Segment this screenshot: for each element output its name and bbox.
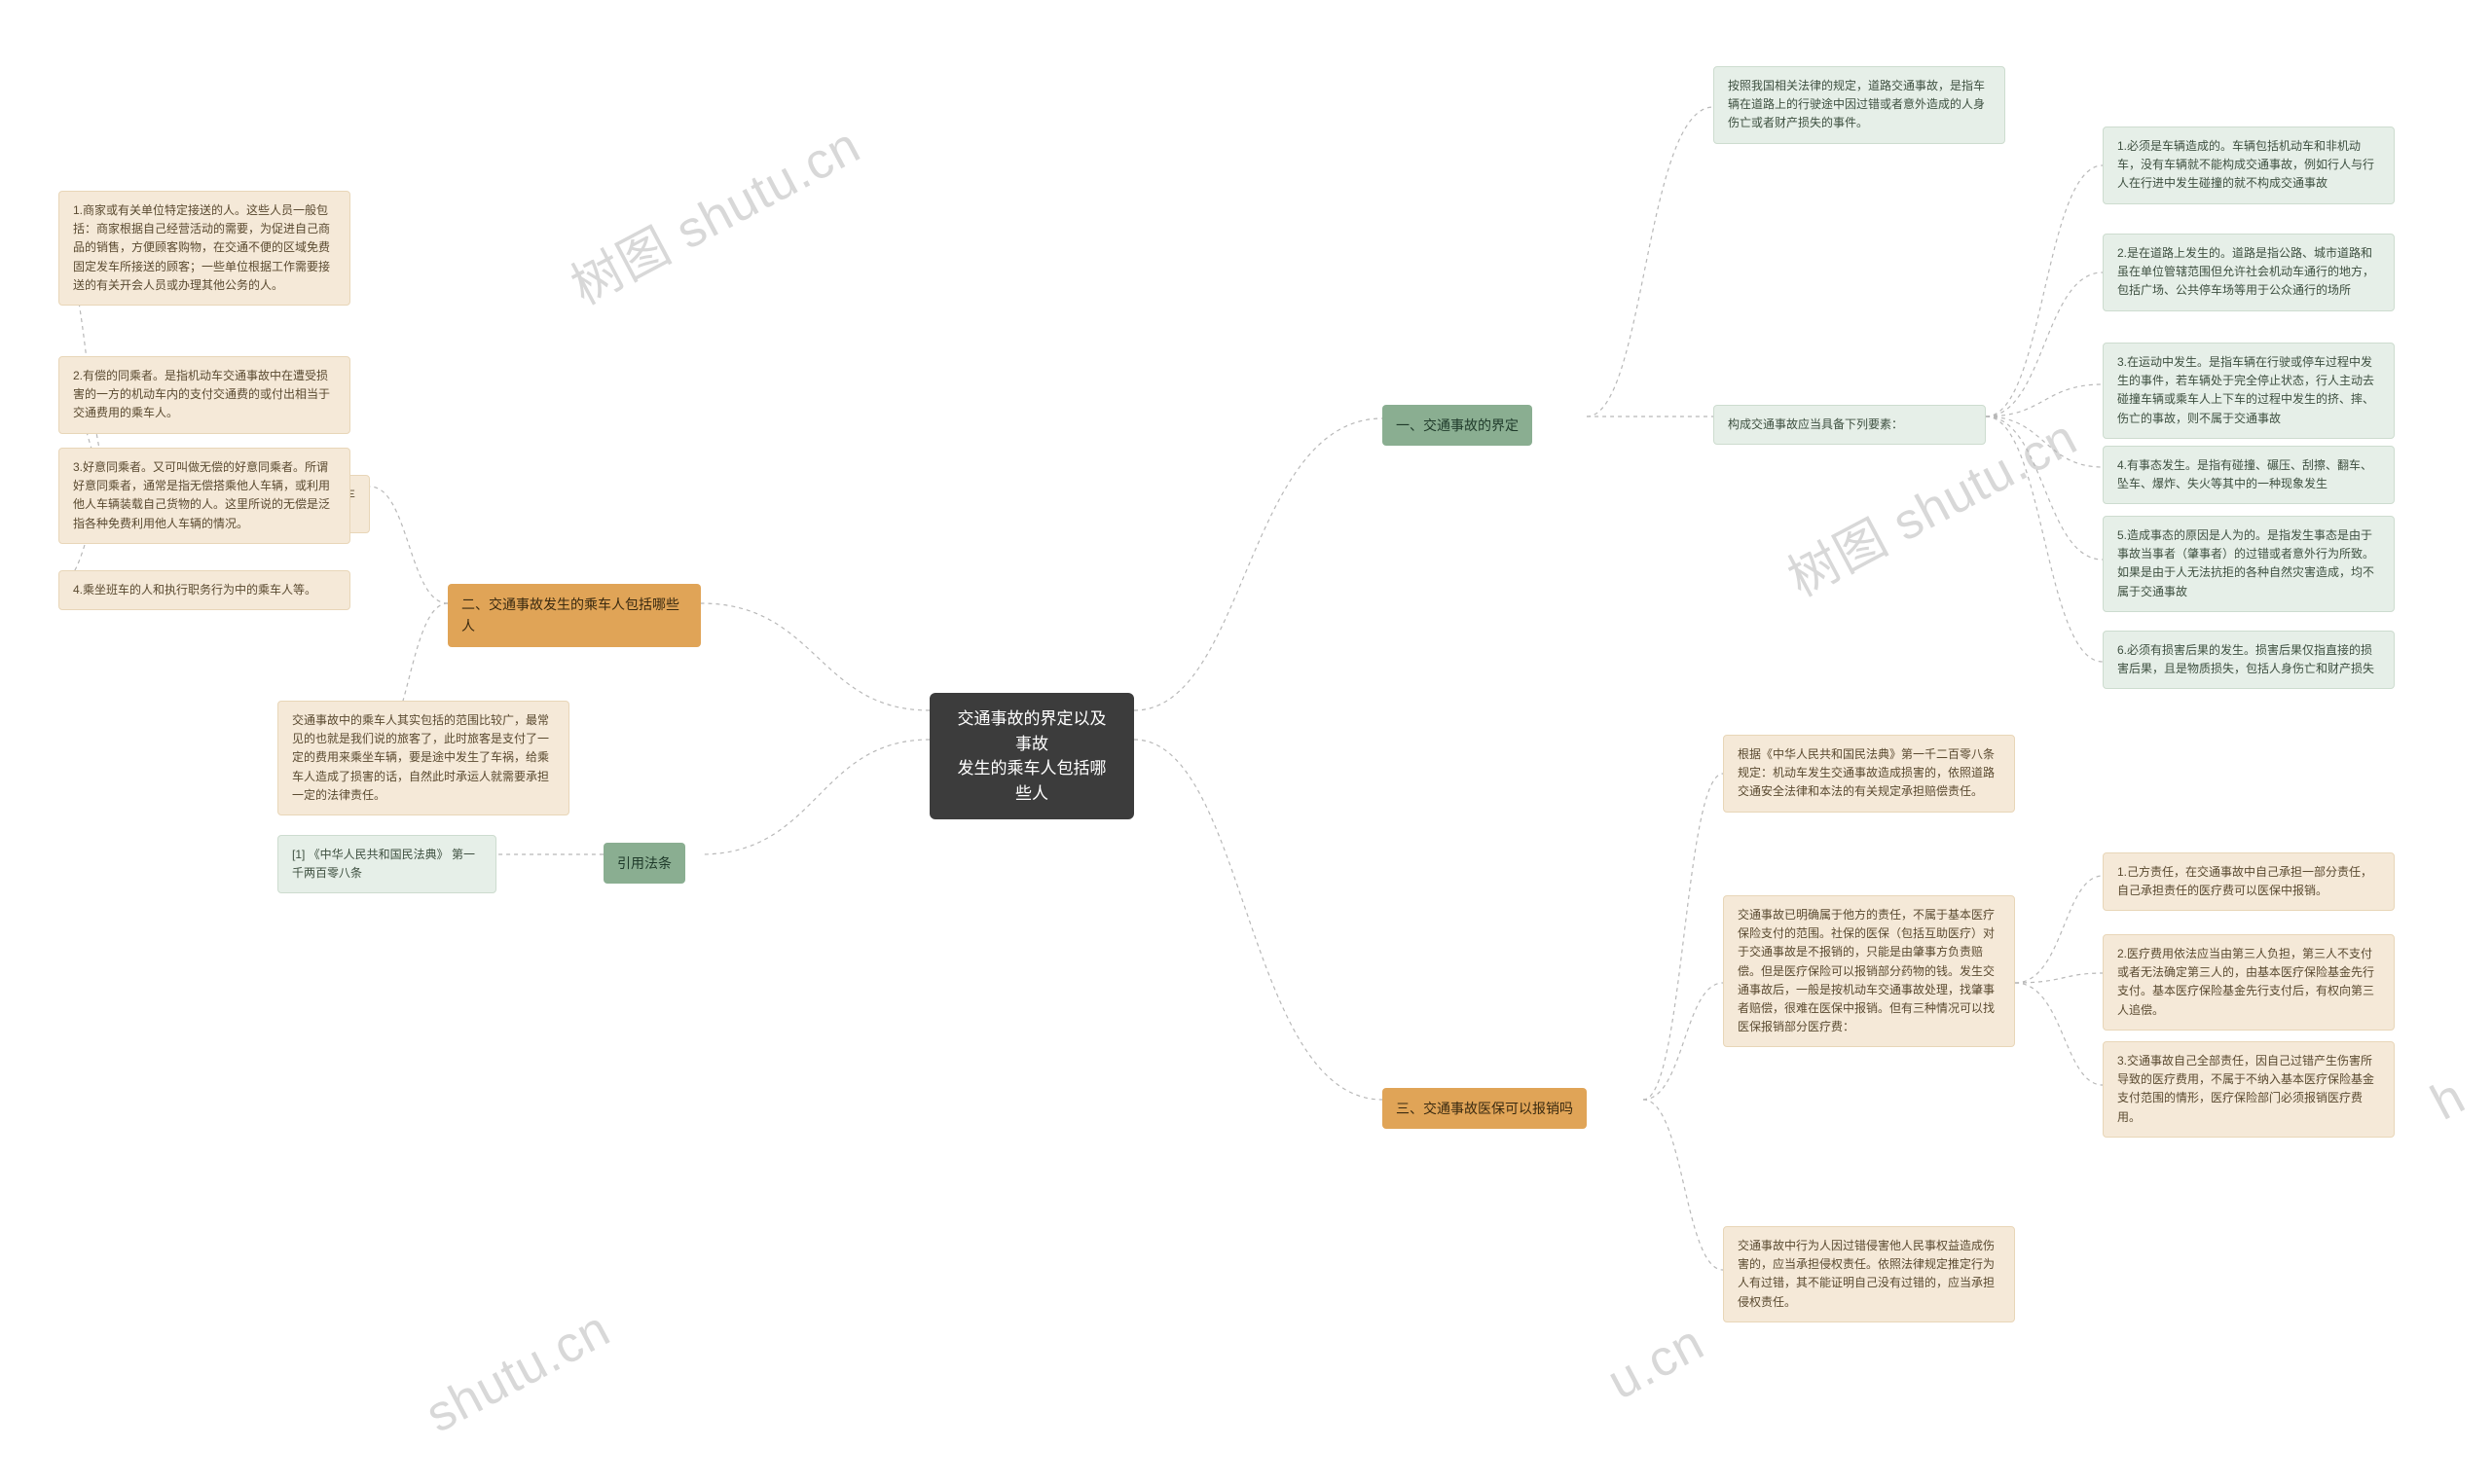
branch-4: 引用法条 <box>604 843 685 884</box>
branch-1: 一、交通事故的界定 <box>1382 405 1532 446</box>
b3-c3: 交通事故中行为人因过错侵害他人民事权益造成伤害的，应当承担侵权责任。依照法律规定… <box>1723 1226 2015 1322</box>
b3-c2-d1: 1.己方责任，在交通事故中自己承担一部分责任，自己承担责任的医疗费可以医保中报销… <box>2103 852 2395 911</box>
b1-c2-d4: 4.有事态发生。是指有碰撞、碾压、刮擦、翻车、坠车、爆炸、失火等其中的一种现象发… <box>2103 446 2395 504</box>
watermark: u.cn <box>1598 1313 1713 1411</box>
b3-c1: 根据《中华人民共和国民法典》第一千二百零八条规定：机动车发生交通事故造成损害的，… <box>1723 735 2015 813</box>
watermark: shutu.cn <box>417 1299 620 1444</box>
b1-c2-d3: 3.在运动中发生。是指车辆在行驶或停车过程中发生的事件，若车辆处于完全停止状态，… <box>2103 343 2395 439</box>
b1-c2-d2: 2.是在道路上发生的。道路是指公路、城市道路和虽在单位管辖范围但允许社会机动车通… <box>2103 234 2395 311</box>
center-node: 交通事故的界定以及事故 发生的乘车人包括哪些人 <box>930 693 1134 819</box>
watermark: 树图 shutu.cn <box>556 105 870 318</box>
branch-2: 二、交通事故发生的乘车人包括哪些人 <box>448 584 701 647</box>
b2-c2: 交通事故中的乘车人其实包括的范围比较广，最常见的也就是我们说的旅客了，此时旅客是… <box>277 701 569 815</box>
b2-c1-d1: 1.商家或有关单位特定接送的人。这些人员一般包括：商家根据自己经营活动的需要，为… <box>58 191 350 306</box>
b1-c1: 按照我国相关法律的规定，道路交通事故，是指车辆在道路上的行驶途中因过错或者意外造… <box>1713 66 2005 144</box>
b3-c2-d2: 2.医疗费用依法应当由第三人负担，第三人不支付或者无法确定第三人的，由基本医疗保… <box>2103 934 2395 1031</box>
b3-c2-d3: 3.交通事故自己全部责任，因自己过错产生伤害所导致的医疗费用，不属于不纳入基本医… <box>2103 1041 2395 1138</box>
b4-c1: [1] 《中华人民共和国民法典》 第一千两百零八条 <box>277 835 496 893</box>
branch-3: 三、交通事故医保可以报销吗 <box>1382 1088 1587 1129</box>
b1-c2-d5: 5.造成事态的原因是人为的。是指发生事态是由于事故当事者（肇事者）的过错或者意外… <box>2103 516 2395 612</box>
watermark: h <box>2422 1067 2475 1132</box>
b1-c2-d6: 6.必须有损害后果的发生。损害后果仅指直接的损害后果，且是物质损失，包括人身伤亡… <box>2103 631 2395 689</box>
b1-c2-d1: 1.必须是车辆造成的。车辆包括机动车和非机动车，没有车辆就不能构成交通事故，例如… <box>2103 127 2395 204</box>
b1-c2: 构成交通事故应当具备下列要素： <box>1713 405 1986 445</box>
b3-c2: 交通事故已明确属于他方的责任，不属于基本医疗保险支付的范围。社保的医保（包括互助… <box>1723 895 2015 1047</box>
b2-c1-d4: 4.乘坐班车的人和执行职务行为中的乘车人等。 <box>58 570 350 610</box>
b2-c1-d2: 2.有偿的同乘者。是指机动车交通事故中在遭受损害的一方的机动车内的支付交通费的或… <box>58 356 350 434</box>
b2-c1-d3: 3.好意同乘者。又可叫做无偿的好意同乘者。所谓好意同乘者，通常是指无偿搭乘他人车… <box>58 448 350 544</box>
